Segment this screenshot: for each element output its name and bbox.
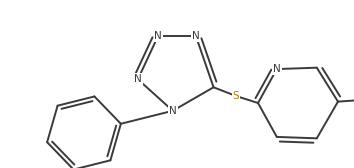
Text: N: N bbox=[273, 64, 281, 74]
Text: N: N bbox=[154, 31, 162, 41]
Text: S: S bbox=[233, 91, 239, 101]
Text: N: N bbox=[169, 106, 177, 116]
Text: N: N bbox=[192, 31, 200, 41]
Text: N: N bbox=[134, 74, 142, 84]
